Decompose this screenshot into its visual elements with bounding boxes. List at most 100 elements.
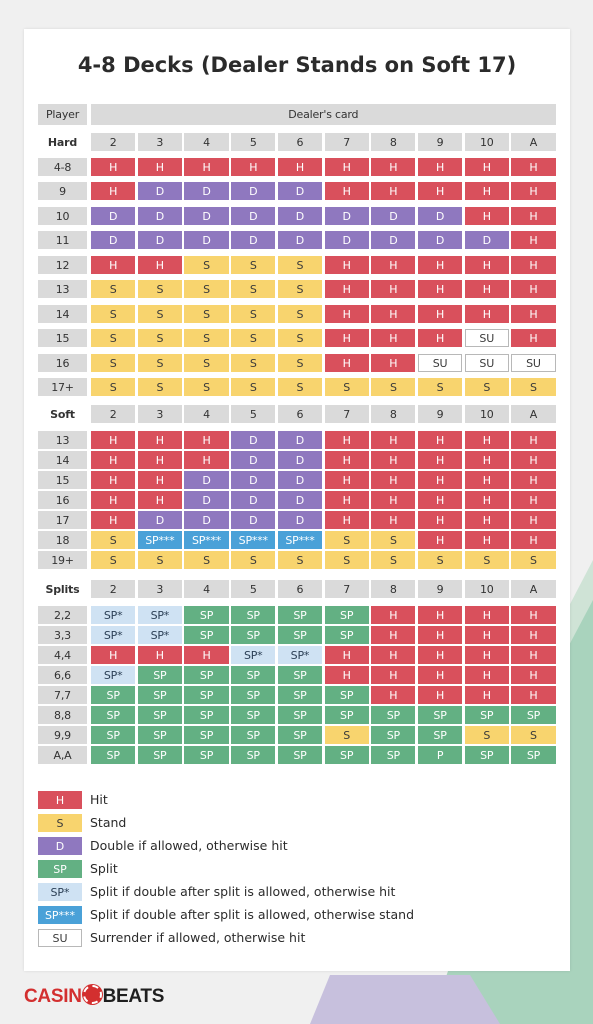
action-cell: H — [464, 471, 509, 489]
action-cell: H — [137, 471, 182, 489]
action-cell: H — [324, 666, 369, 684]
action-cell: D — [184, 511, 229, 529]
legend-swatch: SP*** — [38, 906, 82, 924]
action-cell: H — [464, 491, 509, 509]
action-cell: D — [184, 491, 229, 509]
action-cell: SP — [184, 626, 229, 644]
action-cell: D — [277, 182, 323, 200]
row-label: 15 — [38, 471, 87, 489]
action-cell: S — [91, 280, 136, 298]
action-cell: H — [511, 606, 556, 624]
action-cell: SP — [324, 706, 369, 724]
action-cell: SP — [324, 626, 369, 644]
action-cell: S — [91, 531, 136, 549]
action-cell: S — [324, 551, 369, 569]
row-label: 19+ — [38, 551, 87, 569]
action-cell: H — [324, 646, 369, 664]
action-cell: H — [417, 646, 463, 664]
action-cell: H — [511, 511, 556, 529]
action-cell: H — [511, 626, 556, 644]
action-cell: SP* — [137, 626, 182, 644]
action-cell: H — [324, 305, 369, 323]
action-cell: H — [324, 511, 369, 529]
action-cell: H — [371, 305, 416, 323]
action-cell: SP — [231, 626, 276, 644]
action-cell: H — [511, 666, 556, 684]
column-header: A — [511, 405, 556, 423]
action-cell: H — [464, 256, 509, 274]
action-cell: SP — [417, 726, 463, 744]
action-cell: H — [184, 431, 229, 449]
legend-item: SP Split — [38, 860, 458, 878]
action-cell: S — [184, 551, 229, 569]
row-label: 11 — [38, 231, 87, 249]
action-cell: SP — [184, 726, 229, 744]
action-cell: D — [231, 431, 276, 449]
action-cell: D — [371, 231, 416, 249]
action-cell: H — [511, 686, 556, 704]
action-cell: H — [231, 158, 276, 176]
action-cell: SP — [91, 686, 136, 704]
action-cell: SP — [184, 666, 229, 684]
action-cell: SP*** — [277, 531, 323, 549]
action-cell: H — [511, 305, 556, 323]
row-label: 15 — [38, 329, 87, 347]
action-cell: S — [417, 378, 463, 396]
action-cell: S — [184, 305, 229, 323]
action-cell: H — [417, 686, 463, 704]
action-cell: S — [91, 551, 136, 569]
action-cell: H — [511, 231, 556, 249]
row-label: A,A — [38, 746, 87, 764]
action-cell: H — [184, 451, 229, 469]
action-cell: SP — [137, 726, 182, 744]
column-header: A — [511, 133, 556, 151]
legend-label: Stand — [90, 815, 127, 830]
action-cell: D — [277, 207, 323, 225]
column-header: A — [511, 580, 556, 598]
strategy-card: 4-8 Decks (Dealer Stands on Soft 17) Pla… — [24, 29, 570, 971]
action-cell: S — [277, 551, 323, 569]
column-header: 4 — [184, 580, 229, 598]
action-cell: H — [464, 511, 509, 529]
action-cell: H — [464, 606, 509, 624]
action-cell: S — [277, 329, 323, 347]
action-cell: SP — [91, 746, 136, 764]
action-cell: SU — [464, 354, 509, 372]
action-cell: SP — [511, 746, 556, 764]
action-cell: H — [91, 451, 136, 469]
action-cell: H — [464, 207, 509, 225]
action-cell: SP — [231, 666, 276, 684]
action-cell: S — [371, 531, 416, 549]
column-header: 8 — [371, 133, 416, 151]
column-header: 10 — [464, 133, 509, 151]
action-cell: H — [371, 491, 416, 509]
action-cell: S — [511, 378, 556, 396]
row-label: 18 — [38, 531, 87, 549]
column-header: 3 — [137, 580, 182, 598]
column-header: 2 — [91, 580, 136, 598]
action-cell: SP* — [91, 626, 136, 644]
row-label: 17 — [38, 511, 87, 529]
player-header: Player — [38, 104, 87, 125]
action-cell: H — [324, 354, 369, 372]
action-cell: H — [277, 158, 323, 176]
action-cell: H — [137, 158, 182, 176]
action-cell: S — [511, 726, 556, 744]
action-cell: H — [371, 280, 416, 298]
action-cell: H — [464, 686, 509, 704]
action-cell: H — [511, 431, 556, 449]
legend-label: Split — [90, 861, 118, 876]
row-label: 13 — [38, 280, 87, 298]
legend-swatch: SU — [38, 929, 82, 947]
action-cell: H — [371, 329, 416, 347]
action-cell: D — [184, 182, 229, 200]
action-cell: SP*** — [137, 531, 182, 549]
row-label: 4-8 — [38, 158, 87, 176]
action-cell: S — [464, 378, 509, 396]
legend-label: Hit — [90, 792, 108, 807]
action-cell: S — [371, 551, 416, 569]
action-cell: H — [511, 471, 556, 489]
action-cell: S — [91, 329, 136, 347]
action-cell: H — [417, 491, 463, 509]
action-cell: SP* — [137, 606, 182, 624]
